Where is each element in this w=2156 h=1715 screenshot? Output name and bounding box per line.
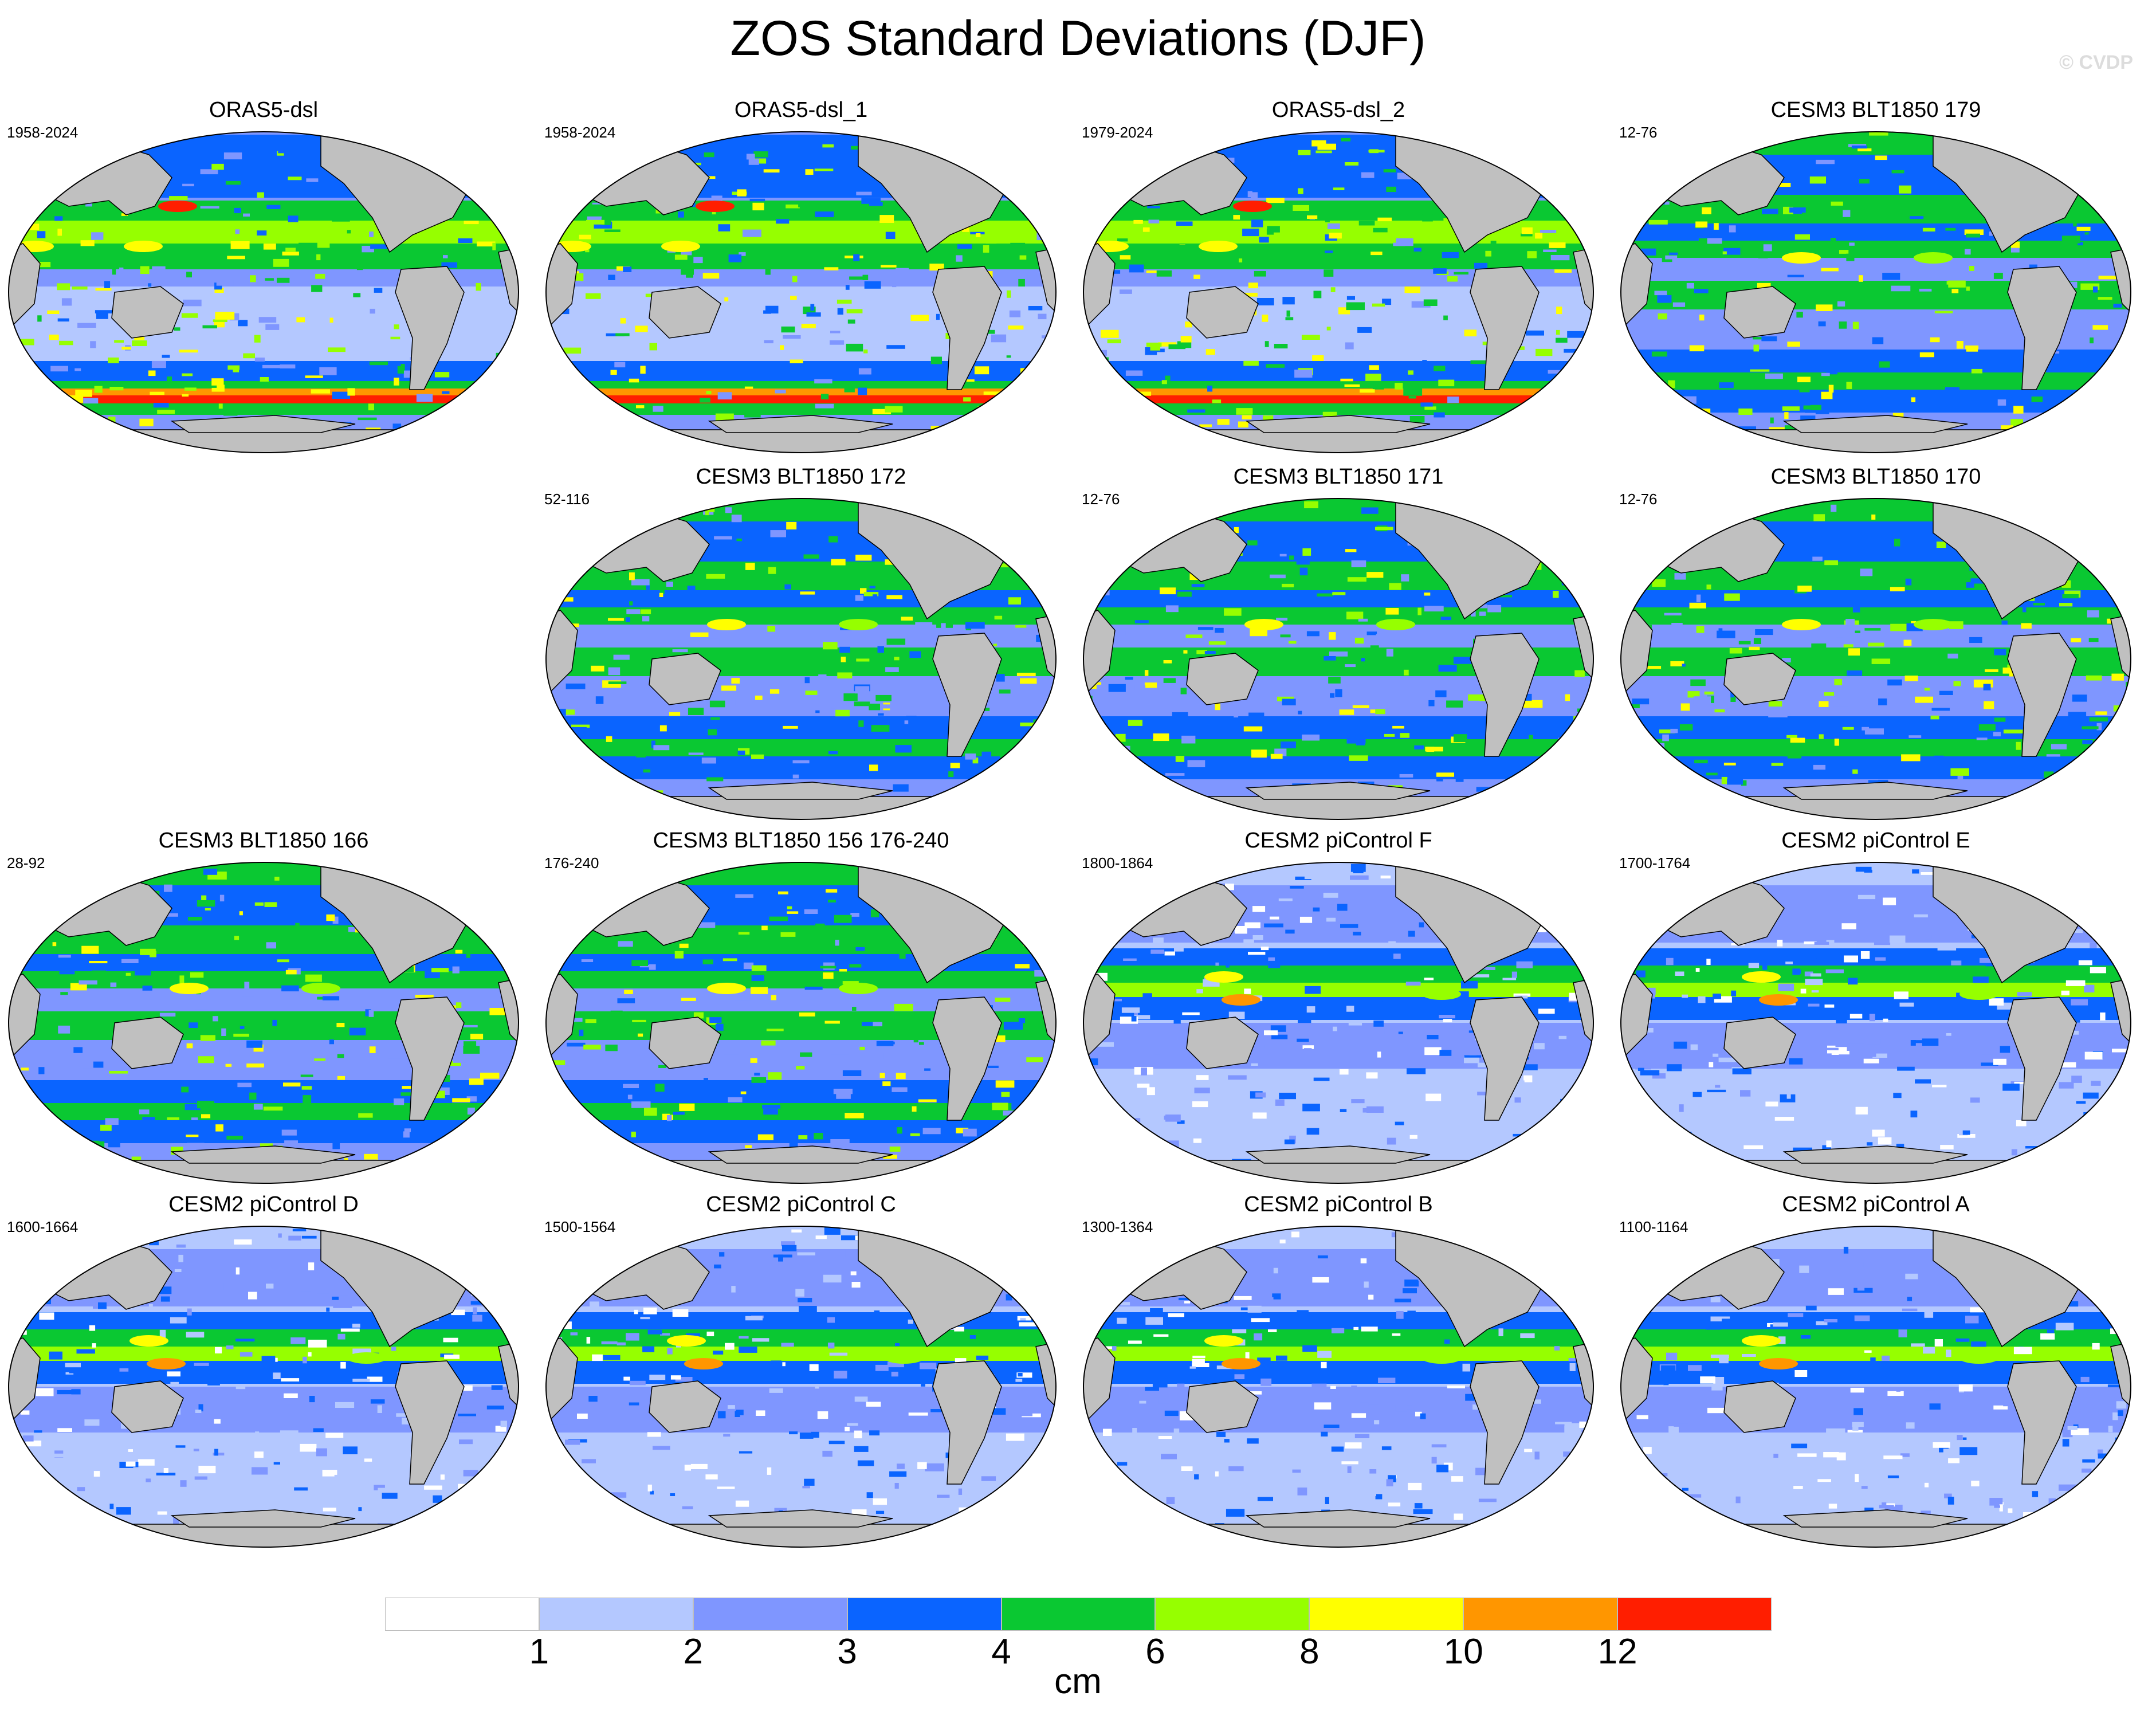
colorbar-box bbox=[1463, 1598, 1618, 1631]
panel-years: 1958-2024 bbox=[7, 124, 78, 141]
world-map bbox=[545, 498, 1057, 820]
cvdp-watermark: © CVDP bbox=[2059, 52, 2133, 73]
panel-years: 28-92 bbox=[7, 854, 45, 872]
colorbar-box bbox=[1001, 1598, 1156, 1631]
panel-years: 12-76 bbox=[1619, 490, 1658, 508]
colorbar-tick-label: 8 bbox=[1299, 1632, 1319, 1671]
map-panel: ORAS5-dsl_1 1958-2024 bbox=[537, 97, 1065, 458]
map-panel: CESM2 piControl D 1600-1664 bbox=[0, 1192, 527, 1553]
world-map bbox=[545, 131, 1057, 453]
colorbar-box bbox=[847, 1598, 1002, 1631]
panel-title: CESM3 BLT1850 171 bbox=[1233, 465, 1444, 489]
panel-title: ORAS5-dsl_2 bbox=[1271, 98, 1405, 122]
panel-years: 1100-1164 bbox=[1619, 1218, 1688, 1235]
map-panel: CESM3 BLT1850 172 52-116 bbox=[537, 464, 1065, 825]
map-panel: CESM3 BLT1850 170 12-76 bbox=[1612, 464, 2139, 825]
colorbar-units: cm bbox=[1054, 1662, 1102, 1701]
map-panel: CESM2 piControl A 1100-1164 bbox=[1612, 1192, 2139, 1553]
colorbar-tick-label: 2 bbox=[683, 1632, 703, 1671]
world-map bbox=[1083, 862, 1594, 1184]
colorbar-box bbox=[539, 1598, 693, 1631]
world-map bbox=[545, 862, 1057, 1184]
panel-title: CESM2 piControl F bbox=[1244, 829, 1432, 853]
panel-years: 1958-2024 bbox=[544, 124, 616, 141]
panel-years: 1800-1864 bbox=[1082, 854, 1153, 872]
panel-title: ORAS5-dsl bbox=[209, 98, 319, 122]
panel-years: 12-76 bbox=[1082, 490, 1120, 508]
panel-title: CESM3 BLT1850 170 bbox=[1770, 465, 1981, 489]
map-panel: CESM3 BLT1850 156 176-240 176-240 bbox=[537, 828, 1065, 1189]
world-map bbox=[1083, 131, 1594, 453]
panel-years: 52-116 bbox=[544, 490, 590, 508]
world-map bbox=[8, 862, 519, 1184]
panel-title: CESM2 piControl A bbox=[1782, 1192, 1970, 1216]
panel-years: 1600-1664 bbox=[7, 1218, 78, 1235]
world-map bbox=[1620, 862, 2131, 1184]
map-panel: CESM2 piControl B 1300-1364 bbox=[1075, 1192, 1602, 1553]
panel-years: 12-76 bbox=[1619, 124, 1658, 141]
colorbar-tick-label: 3 bbox=[837, 1632, 857, 1671]
map-panel: ORAS5-dsl_2 1979-2024 bbox=[1075, 97, 1602, 458]
panel-title: CESM2 piControl B bbox=[1244, 1192, 1433, 1216]
panel-title: CESM2 piControl C bbox=[706, 1192, 896, 1216]
panel-years: 1700-1764 bbox=[1619, 854, 1691, 872]
map-panel: CESM2 piControl F 1800-1864 bbox=[1075, 828, 1602, 1189]
panel-title: CESM3 BLT1850 172 bbox=[696, 465, 906, 489]
colorbar-tick-label: 12 bbox=[1597, 1632, 1637, 1671]
world-map bbox=[1620, 131, 2131, 453]
colorbar-box bbox=[1617, 1598, 1772, 1631]
map-panel: CESM3 BLT1850 179 12-76 bbox=[1612, 97, 2139, 458]
panel-title: CESM3 BLT1850 166 bbox=[158, 829, 369, 853]
panel-title: CESM2 piControl D bbox=[168, 1192, 359, 1216]
panel-title: CESM2 piControl E bbox=[1781, 829, 1970, 853]
map-panel: CESM3 BLT1850 166 28-92 bbox=[0, 828, 527, 1189]
world-map bbox=[545, 1226, 1057, 1548]
colorbar-box bbox=[1309, 1598, 1464, 1631]
panel-years: 1300-1364 bbox=[1082, 1218, 1153, 1235]
colorbar-tick-label: 1 bbox=[529, 1632, 549, 1671]
colorbar bbox=[385, 1598, 1772, 1631]
panel-title: CESM3 BLT1850 179 bbox=[1770, 98, 1981, 122]
world-map bbox=[1083, 1226, 1594, 1548]
world-map bbox=[1620, 1226, 2131, 1548]
panel-years: 1979-2024 bbox=[1082, 124, 1153, 141]
world-map bbox=[8, 131, 519, 453]
figure-title: ZOS Standard Deviations (DJF) bbox=[730, 11, 1426, 66]
colorbar-box bbox=[693, 1598, 847, 1631]
panel-years: 1500-1564 bbox=[544, 1218, 616, 1235]
colorbar-tick-label: 4 bbox=[991, 1632, 1011, 1671]
colorbar-box bbox=[385, 1598, 539, 1631]
world-map bbox=[1083, 498, 1594, 820]
world-map bbox=[1620, 498, 2131, 820]
map-panel: CESM3 BLT1850 171 12-76 bbox=[1075, 464, 1602, 825]
map-panel: CESM2 piControl C 1500-1564 bbox=[537, 1192, 1065, 1553]
panel-title: CESM3 BLT1850 156 176-240 bbox=[653, 829, 949, 853]
colorbar-tick-label: 6 bbox=[1145, 1632, 1165, 1671]
world-map bbox=[8, 1226, 519, 1548]
panel-years: 176-240 bbox=[544, 854, 599, 872]
map-panel: CESM2 piControl E 1700-1764 bbox=[1612, 828, 2139, 1189]
panel-title: ORAS5-dsl_1 bbox=[734, 98, 868, 122]
colorbar-tick-label: 10 bbox=[1443, 1632, 1483, 1671]
map-panel: ORAS5-dsl 1958-2024 bbox=[0, 97, 527, 458]
colorbar-box bbox=[1155, 1598, 1310, 1631]
